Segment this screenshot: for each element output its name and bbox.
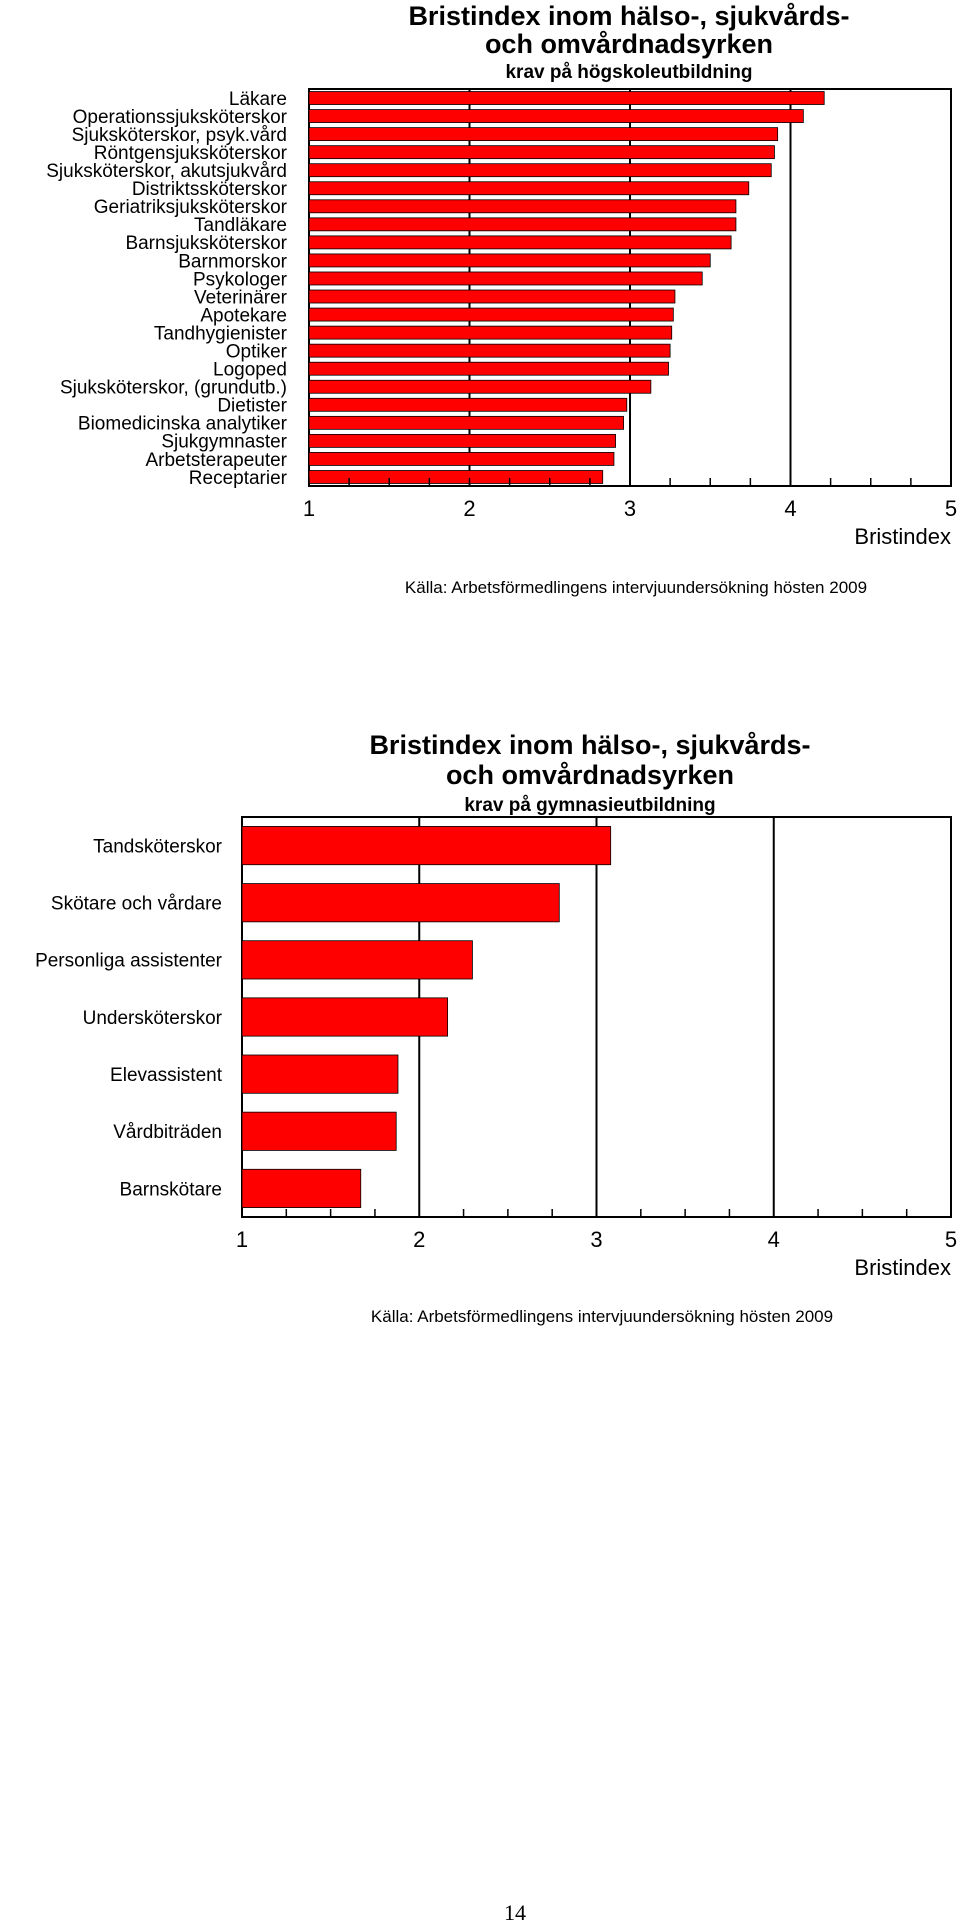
chart-subtitle: krav på gymnasieutbildning xyxy=(464,795,715,816)
bar xyxy=(308,109,804,123)
bar xyxy=(241,1111,397,1151)
category-label: Psykologer xyxy=(193,269,288,290)
category-label: Apotekare xyxy=(200,305,287,326)
chart-title-line: Bristindex inom hälso-, sjukvårds- xyxy=(408,1,849,31)
x-tick-label: 5 xyxy=(945,496,957,521)
x-tick-label: 4 xyxy=(768,1227,780,1252)
bar xyxy=(308,415,624,430)
bar xyxy=(241,1054,399,1094)
bar xyxy=(241,940,473,980)
bar xyxy=(308,145,775,160)
category-label: Biomedicinska analytiker xyxy=(78,414,288,435)
category-label: Receptarier xyxy=(189,468,288,489)
chart-title-line: och omvårdnadsyrken xyxy=(446,760,734,790)
category-label: Sjuksköterskor, psyk.vård xyxy=(72,125,287,146)
chart-subtitle: krav på högskoleutbildning xyxy=(505,62,752,83)
x-tick-label: 3 xyxy=(590,1227,602,1252)
category-label: Dietister xyxy=(217,396,287,417)
category-label: Vårdbiträden xyxy=(113,1122,222,1143)
bar xyxy=(308,217,737,232)
bar xyxy=(308,361,669,376)
chart-title-line: Bristindex inom hälso-, sjukvårds- xyxy=(369,730,810,760)
x-tick-label: 2 xyxy=(463,496,475,521)
bar xyxy=(308,325,673,340)
bar xyxy=(308,397,628,412)
x-tick-label: 3 xyxy=(624,496,636,521)
category-label: Veterinärer xyxy=(194,287,288,308)
category-label: Logoped xyxy=(213,360,287,381)
category-label: Barnmorskor xyxy=(178,251,287,272)
category-label: Sjuksköterskor, akutsjukvård xyxy=(46,161,287,182)
category-label: Barnskötare xyxy=(120,1179,222,1200)
bar xyxy=(308,181,750,196)
bar xyxy=(241,997,449,1037)
category-label: Elevassistent xyxy=(110,1065,223,1086)
category-label: Optiker xyxy=(226,341,288,362)
chart-svg: Bristindex inom hälso-, sjukvårds-och om… xyxy=(35,730,957,1326)
source-note: Källa: Arbetsförmedlingens intervjuunder… xyxy=(405,578,867,597)
bar xyxy=(308,307,674,322)
bar xyxy=(308,470,604,484)
category-label: Barnsjuksköterskor xyxy=(125,233,287,254)
category-label: Tandläkare xyxy=(194,215,287,236)
category-label: Operationssjuksköterskor xyxy=(73,107,288,128)
bar xyxy=(308,253,711,268)
chart-title-line: och omvårdnadsyrken xyxy=(485,29,773,59)
chart-svg: Bristindex inom hälso-, sjukvårds-och om… xyxy=(46,1,957,597)
x-axis-label: Bristindex xyxy=(854,524,951,549)
chart-gymnasieutbildning: Bristindex inom hälso-, sjukvårds-och om… xyxy=(0,720,960,1340)
bar xyxy=(241,1168,362,1208)
x-tick-label: 4 xyxy=(784,496,796,521)
bar xyxy=(308,163,772,178)
category-label: Skötare och vårdare xyxy=(51,894,222,915)
bar xyxy=(308,289,676,304)
bar xyxy=(241,826,612,866)
chart-hogskoleutbildning: Bristindex inom hälso-, sjukvårds-och om… xyxy=(0,0,960,600)
bar xyxy=(308,343,671,358)
source-note: Källa: Arbetsförmedlingens intervjuunder… xyxy=(371,1307,833,1326)
bar xyxy=(308,91,825,105)
category-label: Tandsköterskor xyxy=(93,836,223,857)
x-tick-label: 5 xyxy=(945,1227,957,1252)
x-axis-label: Bristindex xyxy=(854,1255,951,1280)
category-label: Sjuksköterskor, (grundutb.) xyxy=(60,378,287,399)
category-label: Distriktssköterskor xyxy=(132,179,288,200)
x-tick-label: 1 xyxy=(236,1227,248,1252)
category-label: Personliga assistenter xyxy=(35,951,223,972)
category-label: Sjukgymnaster xyxy=(161,432,287,453)
page-number: 14 xyxy=(504,1900,526,1925)
bar xyxy=(308,127,779,142)
bar xyxy=(308,235,732,250)
x-tick-label: 2 xyxy=(413,1227,425,1252)
x-tick-label: 1 xyxy=(303,496,315,521)
category-label: Undersköterskor xyxy=(83,1008,223,1029)
bar xyxy=(308,271,703,286)
bar xyxy=(308,199,737,214)
bar xyxy=(308,433,616,448)
category-label: Arbetsterapeuter xyxy=(145,450,287,471)
bar xyxy=(308,452,615,466)
category-label: Röntgensjuksköterskor xyxy=(94,143,288,164)
bar xyxy=(241,883,560,923)
category-label: Geriatriksjuksköterskor xyxy=(94,197,288,218)
category-label: Läkare xyxy=(229,89,287,110)
bar xyxy=(308,379,652,394)
category-label: Tandhygienister xyxy=(154,323,288,344)
